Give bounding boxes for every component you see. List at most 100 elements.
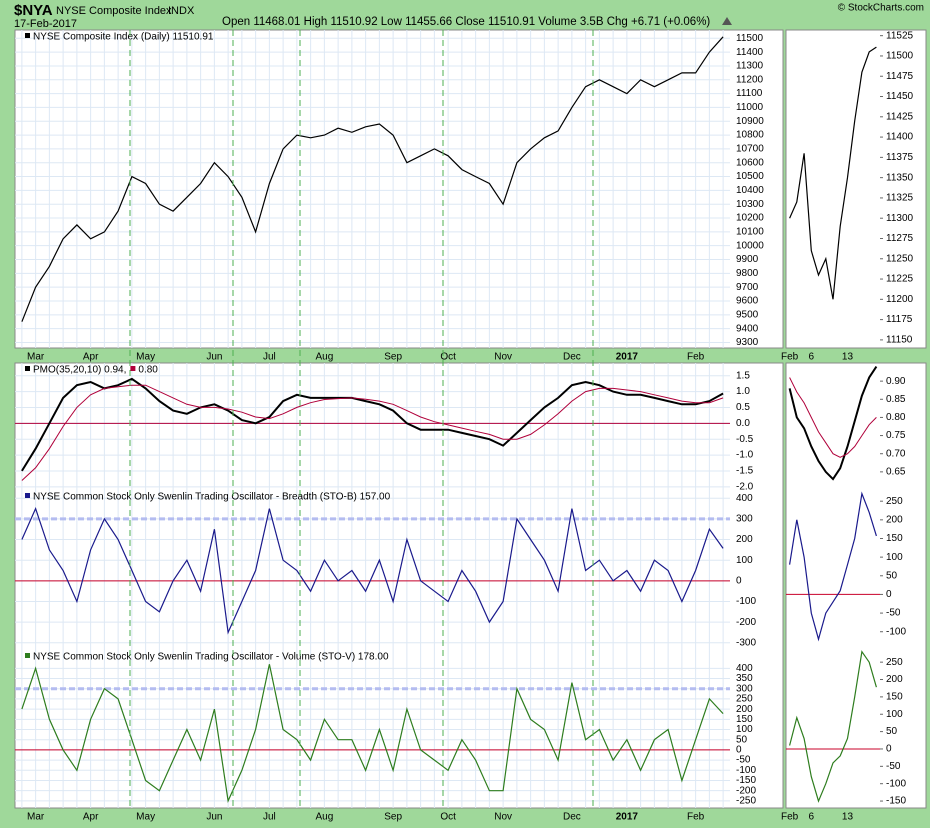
y-tick-label: 11100: [736, 88, 763, 99]
x-tick-label: 13: [842, 812, 854, 823]
legend-swatch: [25, 653, 30, 658]
y-tick-label: 10400: [736, 185, 764, 196]
y-tick-label: 300: [736, 683, 753, 694]
x-tick-label: May: [136, 812, 155, 823]
y-tick-label: 11525: [886, 30, 914, 41]
y-tick-label: -100: [886, 778, 906, 789]
x-tick-label: Mar: [27, 812, 45, 823]
x-tick-label: 6: [809, 352, 815, 363]
y-tick-label: 150: [736, 714, 753, 725]
date: 17-Feb-2017: [14, 18, 77, 30]
x-tick-label: 13: [842, 352, 854, 363]
panel-background: [14, 29, 784, 349]
y-tick-label: -250: [736, 796, 756, 807]
y-tick-label: 11250: [886, 253, 914, 264]
legend-entry: 0.80: [138, 365, 158, 376]
y-tick-label: 10300: [736, 199, 764, 210]
x-tick-label: 6: [809, 812, 815, 823]
y-tick-label: -50: [736, 755, 751, 766]
x-tick-label: Dec: [563, 352, 581, 363]
x-tick-label: Oct: [440, 352, 456, 363]
y-tick-label: 350: [736, 673, 753, 684]
y-tick-label: 400: [736, 663, 753, 674]
y-tick-label: -1.0: [736, 450, 754, 461]
x-tick-label: Oct: [440, 812, 456, 823]
y-tick-label: -50: [886, 608, 901, 619]
x-tick-label: 2017: [616, 352, 639, 363]
y-tick-label: 150: [886, 533, 903, 544]
y-tick-label: 10200: [736, 213, 764, 224]
y-tick-label: 0.65: [886, 466, 906, 477]
y-tick-label: 11300: [886, 213, 914, 224]
y-tick-label: -50: [886, 761, 901, 772]
y-tick-label: 0.0: [736, 418, 750, 429]
x-tick-label: Aug: [315, 352, 333, 363]
x-tick-label: Jul: [263, 352, 276, 363]
panel-background: [785, 362, 927, 809]
y-tick-label: 0.75: [886, 430, 906, 441]
y-tick-label: -1.5: [736, 466, 754, 477]
y-tick-label: 9700: [736, 282, 759, 293]
series-line: [21, 664, 724, 804]
y-tick-label: 11200: [736, 74, 764, 85]
y-tick-label: 10500: [736, 171, 764, 182]
x-tick-label: Feb: [687, 352, 705, 363]
y-tick-label: 11325: [886, 193, 914, 204]
legend-entry: NYSE Common Stock Only Swenlin Trading O…: [33, 652, 389, 663]
x-tick-label: May: [136, 352, 155, 363]
index-name: NYSE Composite Index: [56, 5, 172, 17]
y-tick-label: -300: [736, 637, 756, 648]
series-line: [788, 366, 878, 481]
y-tick-label: 1.0: [736, 386, 750, 397]
y-tick-label: 11275: [886, 233, 914, 244]
y-tick-label: 11450: [886, 91, 914, 102]
y-tick-label: 11475: [886, 71, 914, 82]
series-line: [21, 36, 724, 322]
series-line: [789, 377, 877, 458]
x-tick-label: Mar: [27, 352, 45, 363]
y-tick-label: 11000: [736, 102, 764, 113]
series-line: [789, 491, 877, 642]
y-tick-label: 9300: [736, 337, 759, 348]
x-tick-label: Feb: [781, 352, 799, 363]
y-tick-label: 0.70: [886, 448, 906, 459]
y-tick-label: 10700: [736, 144, 764, 155]
x-tick-label: Nov: [494, 352, 512, 363]
y-tick-label: -200: [736, 617, 756, 628]
x-tick-label: Feb: [781, 812, 799, 823]
symbol: $NYA: [14, 2, 53, 19]
y-tick-label: 0.80: [886, 412, 906, 423]
x-tick-label: Jun: [206, 812, 222, 823]
y-tick-label: 0.5: [736, 402, 750, 413]
y-tick-label: 0.85: [886, 394, 906, 405]
y-tick-label: -100: [736, 596, 756, 607]
y-tick-label: 9900: [736, 254, 759, 265]
y-tick-label: 10100: [736, 227, 764, 238]
x-tick-label: Sep: [384, 352, 402, 363]
y-tick-label: 100: [736, 724, 753, 735]
y-tick-label: 11400: [736, 47, 764, 58]
y-tick-label: 250: [886, 496, 903, 507]
y-tick-label: 11175: [886, 314, 913, 325]
x-tick-label: Feb: [687, 812, 705, 823]
y-tick-label: 11500: [886, 51, 914, 62]
x-tick-label: Nov: [494, 812, 512, 823]
y-tick-label: -100: [886, 626, 906, 637]
y-tick-label: -200: [736, 785, 756, 796]
y-tick-label: 250: [736, 694, 753, 705]
y-tick-label: 11225: [886, 274, 914, 285]
y-tick-label: 50: [886, 570, 898, 581]
legend-swatch: [130, 366, 136, 371]
y-tick-label: 11500: [736, 33, 764, 44]
y-tick-label: 50: [736, 734, 748, 745]
x-tick-label: Apr: [83, 812, 99, 823]
y-tick-label: 400: [736, 493, 753, 504]
y-tick-label: -100: [736, 765, 756, 776]
y-tick-label: 100: [736, 555, 753, 566]
x-tick-label: 2017: [616, 812, 639, 823]
y-tick-label: 0: [736, 575, 742, 586]
y-tick-label: 11400: [886, 132, 914, 143]
legend-entry: NYSE Composite Index (Daily) 11510.91: [33, 32, 214, 43]
exchange: INDX: [168, 5, 195, 17]
